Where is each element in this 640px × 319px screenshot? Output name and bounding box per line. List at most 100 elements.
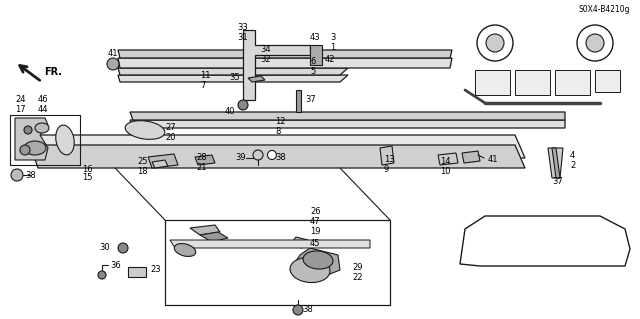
Text: 40: 40: [225, 108, 235, 116]
Polygon shape: [438, 153, 458, 165]
Circle shape: [20, 145, 30, 155]
Polygon shape: [130, 120, 565, 128]
Ellipse shape: [56, 125, 74, 155]
Circle shape: [118, 243, 128, 253]
Polygon shape: [462, 151, 480, 163]
Text: 34: 34: [260, 46, 271, 55]
Text: 24: 24: [15, 95, 26, 105]
Polygon shape: [548, 148, 563, 178]
Polygon shape: [190, 225, 220, 235]
Text: 31: 31: [237, 33, 248, 42]
Text: 26: 26: [310, 207, 321, 217]
Text: 22: 22: [352, 273, 362, 283]
Text: 41: 41: [488, 155, 499, 165]
Bar: [296, 90, 301, 112]
Ellipse shape: [24, 141, 46, 155]
Text: S0X4-B4210g: S0X4-B4210g: [579, 5, 630, 14]
Circle shape: [293, 305, 303, 315]
Text: 38: 38: [25, 170, 36, 180]
Ellipse shape: [174, 243, 196, 256]
Text: 12: 12: [275, 117, 285, 127]
Text: 30: 30: [99, 243, 110, 253]
Circle shape: [486, 34, 504, 52]
Text: 35: 35: [229, 73, 240, 83]
Text: 17: 17: [15, 106, 26, 115]
Text: 19: 19: [310, 227, 321, 236]
Bar: [555, 70, 590, 95]
Text: 42: 42: [325, 56, 335, 64]
Bar: [515, 70, 550, 95]
Text: 6: 6: [310, 57, 316, 66]
Circle shape: [107, 58, 119, 70]
Polygon shape: [380, 146, 394, 165]
Polygon shape: [30, 145, 525, 168]
Text: 27: 27: [165, 123, 175, 132]
Polygon shape: [290, 237, 308, 248]
Bar: [595, 70, 620, 92]
Text: 21: 21: [196, 164, 207, 173]
Polygon shape: [170, 240, 370, 248]
Ellipse shape: [35, 123, 49, 133]
Circle shape: [11, 169, 23, 181]
Text: 43: 43: [310, 33, 321, 42]
Text: 33: 33: [237, 24, 248, 33]
Text: 36: 36: [110, 261, 121, 270]
Text: 10: 10: [440, 167, 451, 176]
Text: 13: 13: [384, 155, 395, 165]
Polygon shape: [310, 45, 322, 65]
Text: 16: 16: [82, 166, 92, 174]
Polygon shape: [152, 160, 168, 168]
Circle shape: [586, 34, 604, 52]
Text: 25: 25: [138, 158, 148, 167]
Circle shape: [98, 271, 106, 279]
Text: 37: 37: [552, 177, 563, 187]
Circle shape: [268, 151, 276, 160]
Polygon shape: [118, 75, 348, 82]
Text: 38: 38: [275, 153, 285, 162]
Polygon shape: [118, 58, 452, 68]
Polygon shape: [30, 135, 525, 158]
Text: 37: 37: [305, 95, 316, 105]
Text: 8: 8: [275, 128, 280, 137]
Bar: [128, 267, 146, 277]
Text: 7: 7: [200, 81, 205, 91]
Text: 46: 46: [38, 95, 49, 105]
Text: 39: 39: [236, 153, 246, 162]
Polygon shape: [130, 112, 565, 120]
Polygon shape: [118, 50, 452, 58]
Text: 2: 2: [570, 160, 575, 169]
Circle shape: [477, 25, 513, 61]
Text: 29: 29: [352, 263, 362, 272]
Text: 28: 28: [196, 153, 207, 162]
Text: 41: 41: [108, 49, 118, 58]
Text: 14: 14: [440, 158, 451, 167]
Text: FR.: FR.: [44, 67, 62, 77]
Text: 1: 1: [330, 43, 335, 53]
Text: 3: 3: [330, 33, 335, 42]
Text: 44: 44: [38, 106, 49, 115]
Polygon shape: [148, 154, 178, 168]
Text: 47: 47: [310, 218, 321, 226]
Text: 11: 11: [200, 71, 211, 80]
Circle shape: [24, 126, 32, 134]
Polygon shape: [290, 248, 340, 278]
Text: 4: 4: [570, 151, 575, 160]
Text: 32: 32: [260, 56, 271, 64]
Ellipse shape: [290, 257, 330, 283]
Text: 20: 20: [165, 133, 175, 143]
Text: 9: 9: [384, 166, 389, 174]
Text: 15: 15: [82, 174, 92, 182]
Polygon shape: [195, 155, 215, 165]
Ellipse shape: [125, 121, 165, 139]
Ellipse shape: [303, 251, 333, 269]
Circle shape: [238, 100, 248, 110]
Circle shape: [577, 25, 613, 61]
Polygon shape: [248, 76, 265, 82]
Text: 5: 5: [310, 68, 316, 77]
Polygon shape: [552, 148, 560, 178]
Text: 45: 45: [310, 239, 321, 248]
Polygon shape: [118, 68, 348, 75]
Text: 18: 18: [138, 167, 148, 176]
Polygon shape: [243, 30, 310, 100]
Polygon shape: [15, 118, 48, 160]
